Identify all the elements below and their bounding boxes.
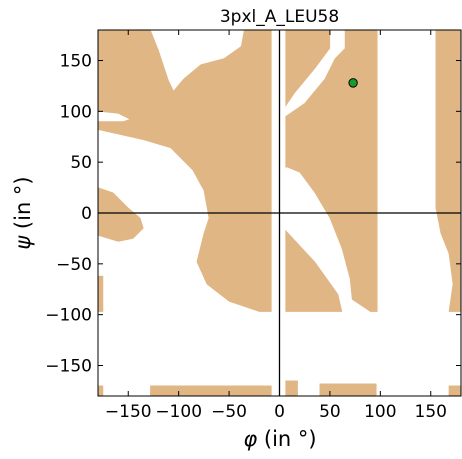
allowed-region-5 <box>285 30 378 312</box>
reference-lines <box>98 30 461 396</box>
x-tick-label-1: −100 <box>155 402 202 422</box>
allowed-regions <box>98 30 461 396</box>
y-tick-label-5: 100 <box>60 102 92 122</box>
allowed-region-4 <box>285 30 331 107</box>
allowed-region-6 <box>285 230 343 312</box>
x-tick-label-2: −50 <box>211 402 247 422</box>
y-axis-label: ψ (in °) <box>11 176 35 249</box>
allowed-region-3 <box>98 275 104 312</box>
y-axis-ticks: −150 −100 −50 0 50 100 150 <box>45 52 461 377</box>
allowed-region-7 <box>435 30 461 312</box>
allowed-region-8 <box>98 385 104 396</box>
allowed-region-11 <box>319 383 377 396</box>
y-tick-label-4: 50 <box>70 153 92 173</box>
x-tick-label-6: 150 <box>415 402 447 422</box>
x-axis-ticks: −150 −100 −50 0 50 100 150 <box>105 30 447 422</box>
data-points <box>348 78 358 88</box>
allowed-region-12 <box>448 385 461 396</box>
data-point-0 <box>348 78 358 88</box>
x-tick-label-0: −150 <box>105 402 152 422</box>
y-tick-label-2: −50 <box>56 255 92 275</box>
x-tick-label-5: 100 <box>364 402 396 422</box>
allowed-region-1 <box>98 30 272 312</box>
x-tick-label-4: 50 <box>319 402 341 422</box>
allowed-region-10 <box>285 380 298 396</box>
y-tick-label-6: 150 <box>60 52 92 72</box>
allowed-region-9 <box>150 385 272 396</box>
chart-title: 3pxl_A_LEU58 <box>220 7 339 27</box>
y-tick-label-0: −150 <box>45 357 92 377</box>
x-axis-label: φ (in °) <box>243 427 316 451</box>
x-tick-label-3: 0 <box>274 402 285 422</box>
y-tick-label-3: 0 <box>81 204 92 224</box>
y-tick-label-1: −100 <box>45 306 92 326</box>
allowed-region-2 <box>98 187 144 242</box>
